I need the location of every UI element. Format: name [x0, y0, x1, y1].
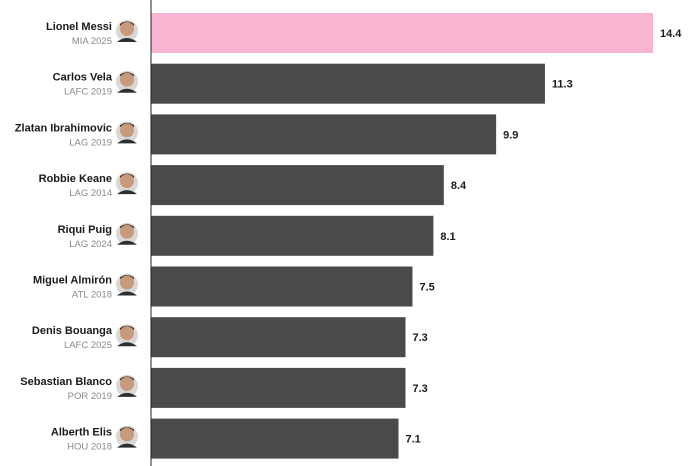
player-name: Zlatan Ibrahimovic: [15, 122, 112, 134]
team-season: HOU 2018: [67, 442, 112, 453]
bar-row: 8.1 Riqui Puig LAG 2024: [58, 215, 456, 256]
team-season: LAFC 2025: [64, 340, 112, 351]
bar-row: 14.4 Lionel Messi MIA 2025: [46, 13, 682, 53]
bar: [151, 63, 545, 104]
player-name: Alberth Elis: [51, 427, 112, 439]
team-season: POR 2019: [68, 391, 112, 402]
bar: [151, 114, 497, 155]
bar-row: 7.1 Alberth Elis HOU 2018: [51, 418, 421, 459]
player-avatar-icon: [116, 20, 138, 42]
player-avatar-icon: [116, 374, 138, 397]
value-label: 7.3: [412, 383, 427, 395]
value-label: 9.9: [503, 129, 518, 141]
bar-row: 9.9 Zlatan Ibrahimovic LAG 2019: [15, 114, 518, 155]
bar: [151, 165, 444, 206]
team-season: ATL 2018: [72, 290, 112, 301]
player-name: Riqui Puig: [58, 224, 112, 236]
player-name: Lionel Messi: [46, 21, 112, 33]
bar: [151, 367, 406, 408]
team-season: MIA 2025: [72, 36, 112, 47]
bar: [151, 13, 653, 53]
value-label: 7.3: [412, 332, 427, 344]
team-season: LAFC 2019: [64, 87, 112, 98]
bar-row: 7.3 Denis Bouanga LAFC 2025: [32, 317, 428, 358]
bar-row: 7.3 Sebastian Blanco POR 2019: [20, 367, 428, 408]
player-name: Denis Bouanga: [32, 325, 113, 337]
bar: [151, 317, 406, 358]
player-name: Carlos Vela: [53, 72, 113, 84]
player-avatar-icon: [116, 121, 138, 144]
bar-row: 7.5 Miguel Almirón ATL 2018: [33, 266, 435, 307]
value-label: 14.4: [660, 28, 682, 40]
value-label: 7.5: [419, 282, 434, 294]
player-avatar-icon: [116, 222, 138, 245]
value-label: 11.3: [552, 79, 573, 91]
player-name: Miguel Almirón: [33, 275, 112, 287]
player-avatar-icon: [116, 425, 138, 448]
player-avatar-icon: [116, 324, 138, 347]
team-season: LAG 2014: [69, 188, 112, 199]
player-avatar-icon: [116, 273, 138, 296]
bar: [151, 418, 399, 459]
value-label: 7.1: [406, 434, 421, 446]
team-season: LAG 2024: [69, 239, 112, 250]
bar: [151, 266, 413, 307]
bar: [151, 215, 434, 256]
player-name: Robbie Keane: [39, 173, 112, 185]
value-label: 8.4: [451, 180, 467, 192]
team-season: LAG 2019: [69, 137, 112, 148]
player-avatar-icon: [116, 70, 138, 93]
player-name: Sebastian Blanco: [20, 376, 112, 388]
bar-row: 8.4 Robbie Keane LAG 2014: [39, 165, 467, 206]
bar-row: 11.3 Carlos Vela LAFC 2019: [53, 63, 573, 104]
value-label: 8.1: [440, 231, 455, 243]
player-avatar-icon: [116, 172, 138, 195]
